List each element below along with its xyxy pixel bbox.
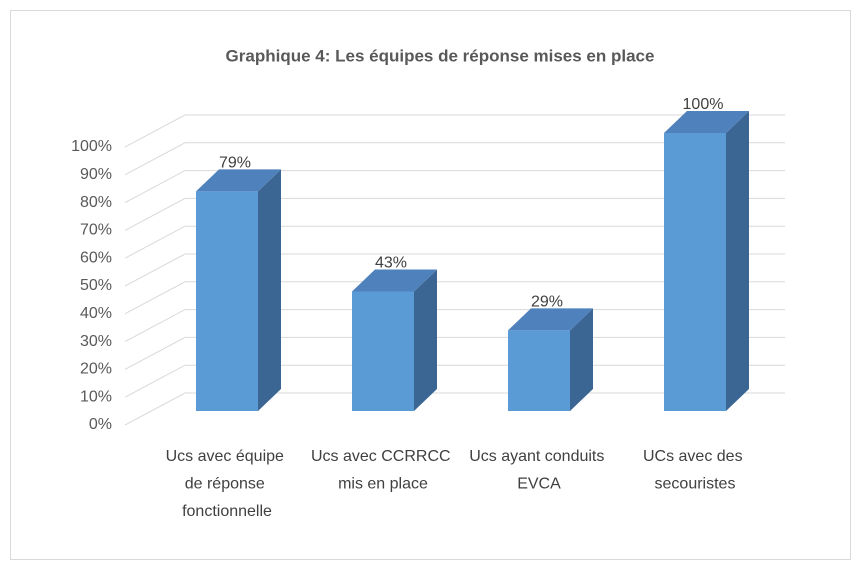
x-tick-label: Ucs avec CCRRCC mis en place xyxy=(311,448,455,493)
y-tick-label: 10% xyxy=(80,388,112,405)
grid-line xyxy=(124,281,785,315)
x-tick-label: Ucs ayant conduits EVCA xyxy=(469,448,609,493)
y-tick-label: 90% xyxy=(80,166,112,183)
y-tick-label: 30% xyxy=(80,333,112,350)
bar-side xyxy=(258,169,281,411)
grid-line xyxy=(124,197,785,231)
grid-line xyxy=(124,170,785,204)
x-tick-label: Ucs avec équipe de réponse fonctionnelle xyxy=(166,448,289,520)
grid-line xyxy=(124,142,785,176)
bar xyxy=(508,330,570,411)
y-tick-label: 80% xyxy=(80,194,112,211)
y-tick-label: 60% xyxy=(80,249,112,266)
bar xyxy=(196,191,258,411)
chart-title: Graphique 4: Les équipes de réponse mise… xyxy=(226,46,655,65)
bar-top xyxy=(508,308,593,331)
bar-side xyxy=(726,111,749,411)
value-label: 43% xyxy=(375,255,407,272)
value-label: 29% xyxy=(531,294,563,311)
bar-side xyxy=(570,308,593,411)
bar-top xyxy=(352,269,437,292)
bar-side xyxy=(414,269,437,411)
y-tick-label: 70% xyxy=(80,222,112,239)
grid-line xyxy=(124,253,785,287)
bar xyxy=(664,133,726,411)
y-tick-label: 0% xyxy=(89,416,112,433)
value-label: 100% xyxy=(683,96,724,113)
grid-line xyxy=(124,114,785,148)
bar-top xyxy=(664,111,749,133)
y-tick-label: 50% xyxy=(80,277,112,294)
y-tick-label: 100% xyxy=(71,138,112,155)
y-tick-label: 40% xyxy=(80,305,112,322)
value-label: 79% xyxy=(219,155,251,172)
x-tick-label: UCs avec des secouristes xyxy=(643,448,747,493)
bar xyxy=(352,291,414,411)
bar-top xyxy=(196,169,281,192)
y-tick-label: 20% xyxy=(80,361,112,378)
grid-line xyxy=(124,225,785,259)
